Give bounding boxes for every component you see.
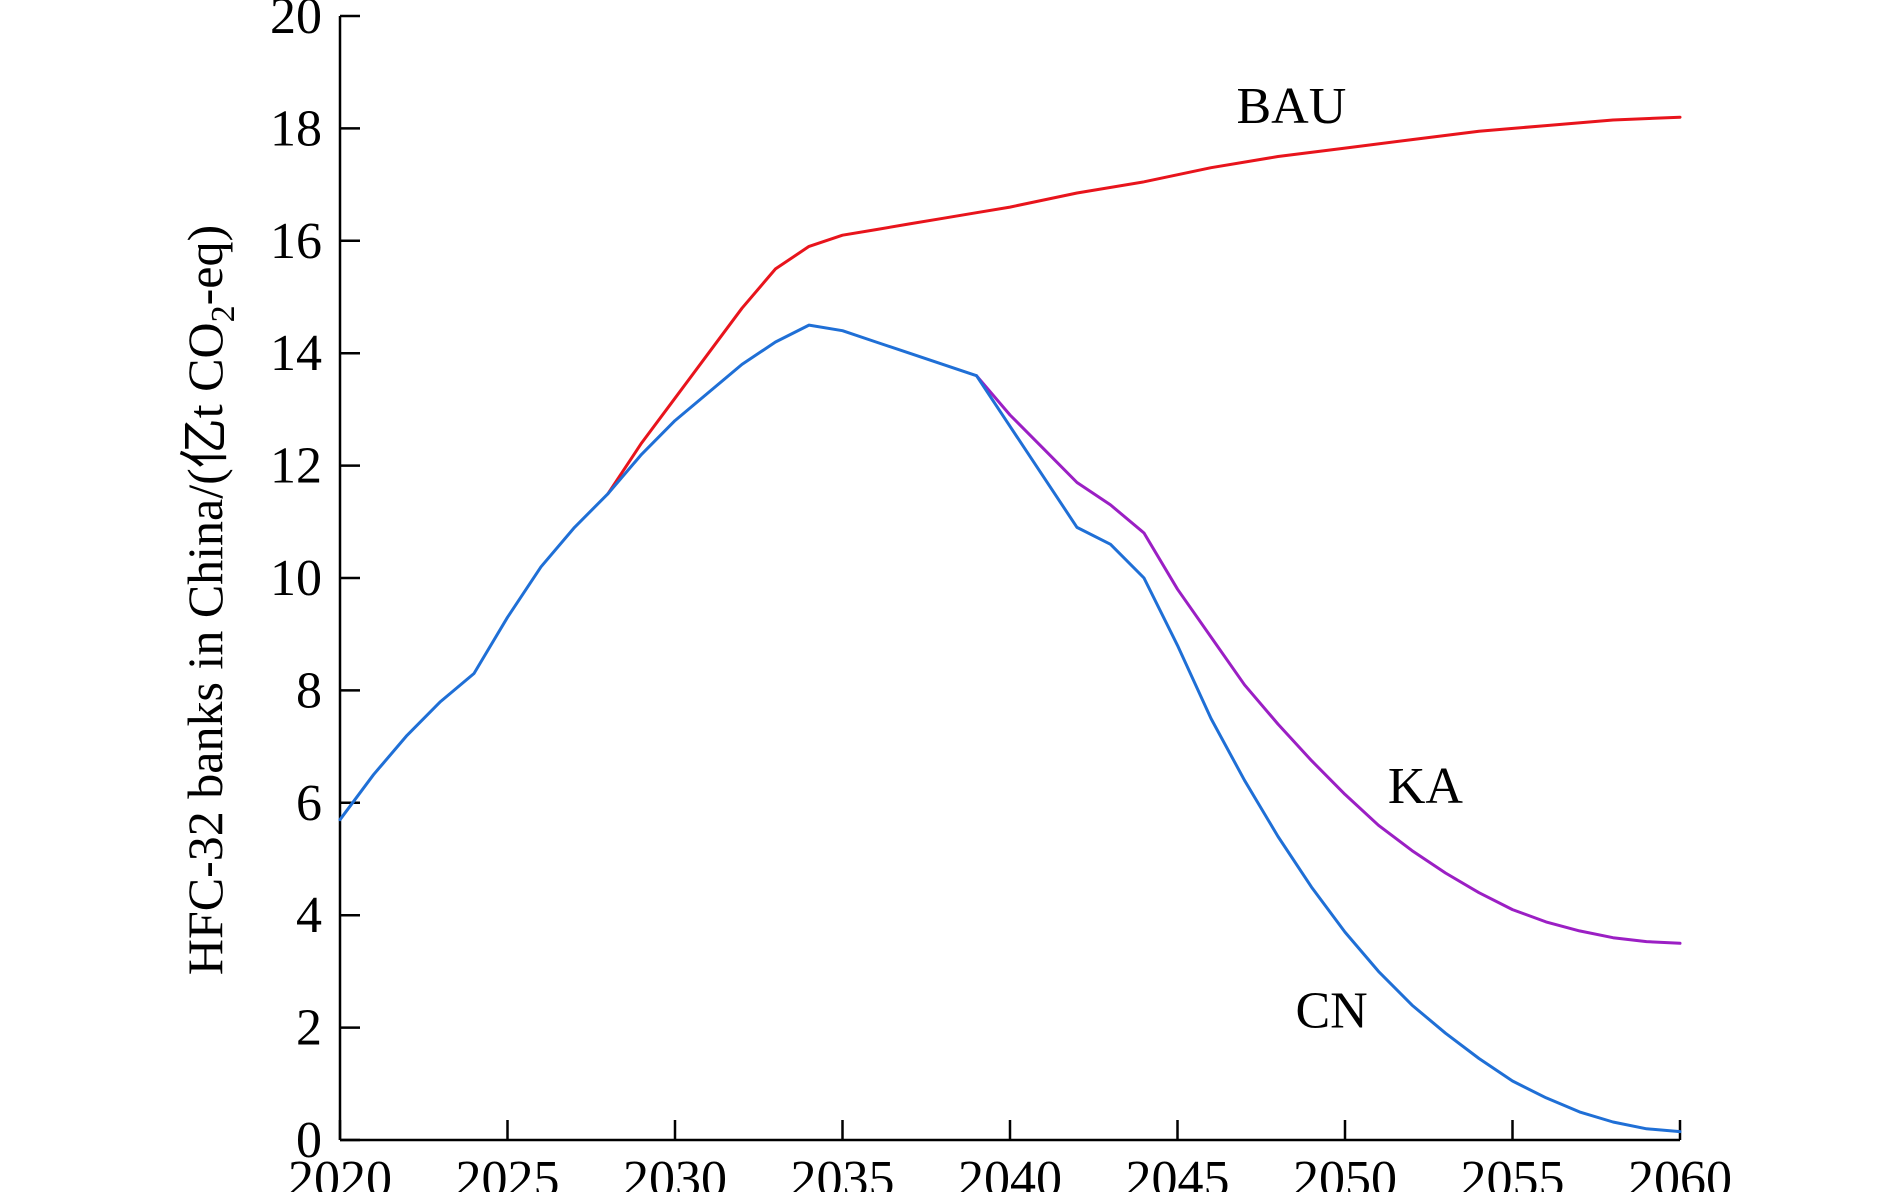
- y-tick-label: 20: [270, 0, 322, 45]
- series-label-ka: KA: [1388, 758, 1464, 815]
- series-line-cn: [338, 323, 1682, 1134]
- x-tick-label: 2040: [958, 1151, 1062, 1192]
- y-tick-label: 2: [296, 1000, 322, 1057]
- series-label-bau: BAU: [1237, 78, 1347, 135]
- y-tick-label: 16: [270, 213, 322, 270]
- x-tick-label: 2030: [623, 1151, 727, 1192]
- series-group: [338, 115, 1682, 1134]
- y-tick-label: 14: [270, 325, 322, 382]
- y-tick-label: 10: [270, 550, 322, 607]
- x-tick-label: 2055: [1461, 1151, 1565, 1192]
- series-label-cn: CN: [1295, 983, 1367, 1040]
- series-line-bau: [606, 115, 1682, 496]
- x-tick-label: 2035: [791, 1151, 895, 1192]
- x-tick-label: 2020: [288, 1151, 392, 1192]
- y-axis-title-prefix: HFC-32 banks in China/(亿t CO: [177, 322, 233, 975]
- y-axis-title-subscript: 2: [205, 305, 242, 322]
- x-tick-label: 2050: [1293, 1151, 1397, 1192]
- x-tick-label: 2045: [1126, 1151, 1230, 1192]
- y-tick-label: 6: [296, 775, 322, 832]
- x-tick-label: 2060: [1628, 1151, 1732, 1192]
- y-tick-label: 12: [270, 438, 322, 495]
- series-line-ka: [975, 374, 1682, 945]
- y-tick-label: 0: [296, 1112, 322, 1169]
- y-axis-title: HFC-32 banks in China/(亿t CO2-eq): [177, 225, 242, 975]
- y-tick-label: 8: [296, 662, 322, 719]
- series-labels: BAU KA CN: [1237, 78, 1464, 1040]
- y-axis-title-suffix: -eq): [177, 225, 233, 306]
- y-tick-label: 18: [270, 100, 322, 157]
- y-tick-label: 4: [296, 887, 322, 944]
- x-tick-label: 2025: [456, 1151, 560, 1192]
